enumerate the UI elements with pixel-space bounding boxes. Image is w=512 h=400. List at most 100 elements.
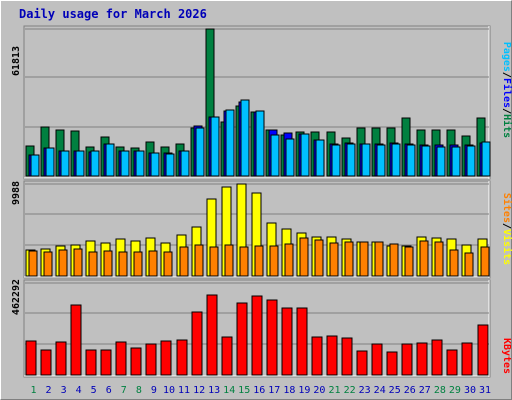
kbytes-bar-12	[191, 311, 203, 376]
sites-bar-6	[103, 250, 113, 277]
pages-bar-5	[90, 150, 100, 177]
sites-bar-2	[43, 251, 53, 277]
sites-bar-19	[299, 237, 309, 277]
legend-files: Files	[501, 78, 512, 108]
x-tick-label-2: 2	[45, 385, 51, 396]
kbytes-bar-30	[461, 342, 473, 376]
pages-bar-6	[105, 143, 115, 177]
pages-bar-25	[391, 143, 401, 177]
legend-sep-2: /	[501, 108, 512, 114]
pages-bar-2	[45, 147, 55, 177]
kbytes-ymax-label: 462292	[11, 279, 22, 315]
pages-bar-12	[195, 127, 205, 177]
x-tick-label-8: 8	[136, 385, 142, 396]
sites-bar-31	[480, 246, 490, 277]
pages-bar-7	[120, 150, 130, 177]
kbytes-bar-28	[431, 339, 443, 376]
x-tick-label-22: 22	[344, 385, 356, 396]
kbytes-bar-13	[206, 294, 218, 376]
legend-sep-1: /	[501, 72, 512, 78]
sites-bar-13	[209, 246, 219, 277]
x-tick-label-23: 23	[359, 385, 371, 396]
pages-bar-29	[451, 146, 461, 177]
x-tick-label-29: 29	[449, 385, 461, 396]
legend-sep-3: /	[501, 223, 512, 229]
sites-bar-26	[404, 246, 414, 277]
page-title: Daily usage for March 2026	[19, 7, 207, 21]
bars	[25, 28, 491, 376]
sites-bar-12	[194, 244, 204, 277]
kbytes-bar-25	[386, 351, 398, 376]
kbytes-bar-4	[70, 304, 82, 376]
sites-bar-24	[374, 241, 384, 277]
pages-bar-31	[481, 141, 491, 177]
legend-hits-panel: Pages/Files/Hits	[501, 42, 512, 138]
x-tick-label-4: 4	[76, 385, 82, 396]
x-tick-label-9: 9	[151, 385, 157, 396]
sites-bar-17	[269, 245, 279, 277]
kbytes-bar-5	[85, 349, 97, 376]
x-tick-label-1: 1	[30, 385, 36, 396]
kbytes-bar-31	[477, 324, 489, 376]
x-axis-labels: 1 2 3 4 5 6 7 8 9 10 11 12 13 14 15 16 17 18 19 20 21 22 23 24 2…	[30, 385, 491, 396]
legend-visits-panel: Sites/Visits	[501, 193, 512, 265]
pages-bar-19	[300, 133, 310, 177]
pages-bar-11	[180, 150, 190, 177]
x-tick-label-12: 12	[193, 385, 205, 396]
x-tick-label-26: 26	[404, 385, 416, 396]
kbytes-bar-15	[236, 302, 248, 376]
sites-bar-22	[344, 241, 354, 277]
pages-bar-15	[240, 99, 250, 177]
sites-bar-11	[179, 246, 189, 277]
pages-bar-1	[30, 154, 40, 177]
visits-ymax-label: 9988	[11, 181, 22, 205]
sites-bar-14	[224, 244, 234, 277]
kbytes-bar-11	[176, 339, 188, 376]
kbytes-bar-1	[25, 340, 37, 376]
sites-bar-15	[239, 246, 249, 277]
x-tick-label-10: 10	[163, 385, 175, 396]
sites-bar-5	[88, 251, 98, 277]
kbytes-bar-17	[266, 299, 278, 376]
kbytes-bar-6	[100, 349, 112, 376]
legend-hits: Hits	[501, 114, 512, 138]
pages-bar-13	[210, 116, 220, 177]
pages-bar-21	[331, 144, 341, 177]
kbytes-bar-7	[115, 341, 127, 376]
x-tick-label-6: 6	[106, 385, 112, 396]
sites-bar-1	[28, 250, 38, 277]
legend-pages: Pages	[501, 42, 512, 72]
pages-bar-17	[270, 134, 280, 177]
x-tick-label-13: 13	[208, 385, 220, 396]
sites-bar-27	[419, 240, 429, 277]
x-tick-label-24: 24	[374, 385, 386, 396]
sites-bar-18	[284, 243, 294, 277]
pages-bar-20	[315, 139, 325, 177]
sites-bar-21	[329, 242, 339, 277]
kbytes-bar-22	[341, 337, 353, 376]
sites-bar-28	[434, 241, 444, 277]
kbytes-bar-9	[145, 343, 157, 376]
sites-bar-23	[359, 241, 369, 277]
x-tick-label-30: 30	[464, 385, 476, 396]
sites-bar-7	[118, 251, 128, 277]
pages-bar-9	[150, 152, 160, 177]
x-tick-label-18: 18	[283, 385, 295, 396]
kbytes-bar-21	[326, 335, 338, 376]
x-tick-label-15: 15	[238, 385, 250, 396]
hits-ymax-label: 61813	[11, 46, 22, 76]
x-tick-label-20: 20	[313, 385, 325, 396]
pages-bar-26	[406, 144, 416, 177]
legend-sites: Sites	[501, 193, 512, 223]
x-tick-label-31: 31	[479, 385, 491, 396]
kbytes-bar-18	[281, 307, 293, 376]
sites-bar-10	[163, 251, 173, 277]
pages-bar-18	[285, 138, 295, 177]
x-tick-label-27: 27	[419, 385, 431, 396]
x-tick-label-7: 7	[121, 385, 127, 396]
kbytes-bar-24	[371, 343, 383, 376]
kbytes-bar-23	[356, 350, 368, 376]
pages-bar-3	[60, 150, 70, 177]
pages-bar-16	[255, 110, 265, 177]
